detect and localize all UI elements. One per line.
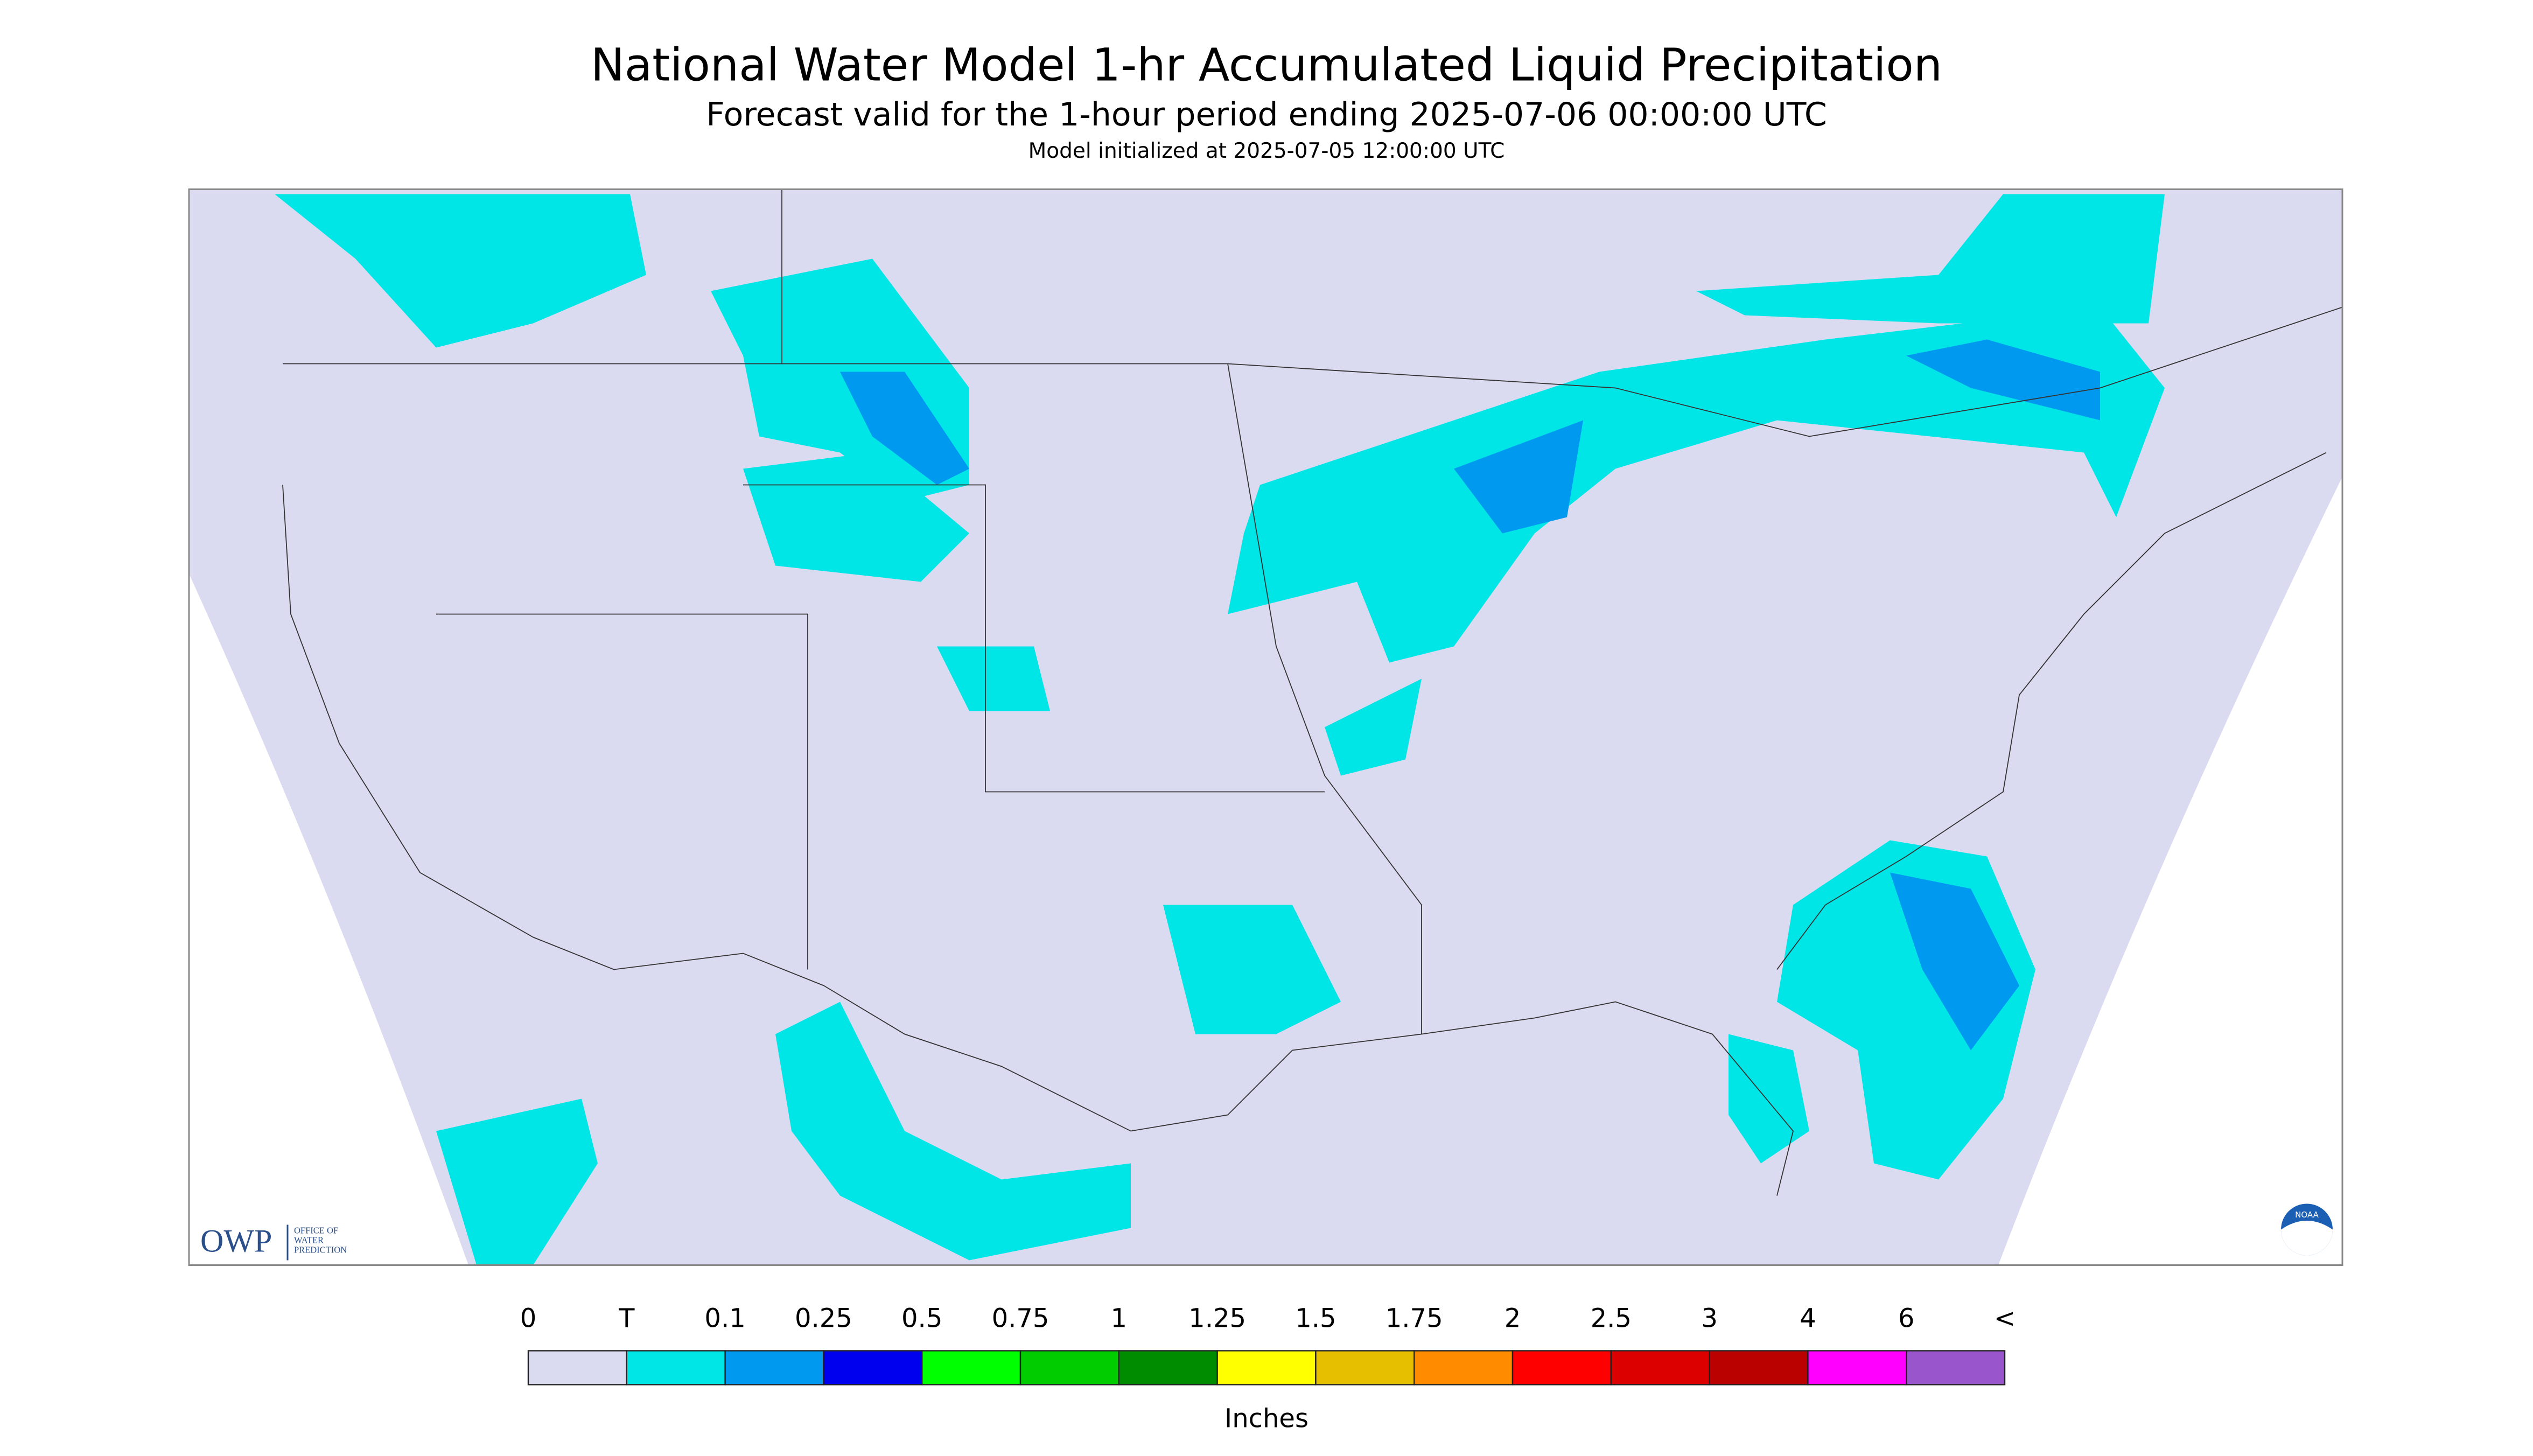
owp-logo: OWP <box>200 1223 272 1258</box>
precip-areas <box>275 194 2165 1265</box>
legend-swatch <box>1315 1350 1415 1385</box>
legend-swatch <box>921 1350 1021 1385</box>
projection-edge <box>189 573 468 1265</box>
projection-edge <box>1998 477 2342 1265</box>
legend-swatch <box>1414 1350 1514 1385</box>
legend-label: 0 <box>520 1304 537 1334</box>
noaa-text: NOAA <box>2295 1210 2319 1220</box>
legend-swatch <box>1512 1350 1612 1385</box>
legend-swatch <box>527 1350 628 1385</box>
legend-label: 3 <box>1701 1304 1718 1334</box>
legend-label: 0.75 <box>992 1304 1049 1334</box>
legend-swatch <box>1807 1350 1907 1385</box>
legend-label: 1 <box>1111 1304 1128 1334</box>
legend-swatch <box>626 1350 726 1385</box>
legend-swatch <box>823 1350 923 1385</box>
legend-label: 1.75 <box>1386 1304 1443 1334</box>
title: National Water Model 1-hr Accumulated Li… <box>591 38 1942 91</box>
owp-text-line: WATER <box>294 1235 324 1245</box>
legend-label: 1.25 <box>1188 1304 1246 1334</box>
owp-text-line: OFFICE OF <box>294 1225 338 1235</box>
legend-swatch <box>724 1350 824 1385</box>
legend-label: 2 <box>1505 1304 1521 1334</box>
legend-swatch <box>1709 1350 1809 1385</box>
legend-label: < <box>1994 1304 2016 1334</box>
legend-label: T <box>618 1304 635 1334</box>
legend-unit: Inches <box>1224 1404 1309 1434</box>
map-frame <box>188 188 2343 1266</box>
subtitle: Forecast valid for the 1-hour period end… <box>706 96 1827 134</box>
legend-swatch <box>1905 1350 2006 1385</box>
owp-text-line: PREDICTION <box>294 1244 347 1255</box>
init-time: Model initialized at 2025-07-05 12:00:00… <box>1028 139 1505 163</box>
precip-areas <box>840 339 2100 1051</box>
noaa-logo-wave <box>2281 1221 2333 1256</box>
legend-label: 0.5 <box>901 1304 942 1334</box>
legend-label: 0.1 <box>704 1304 745 1334</box>
legend-label: 4 <box>1800 1304 1816 1334</box>
legend: 0 T 0.1 0.25 0.5 0.75 1 1.25 1.5 1.75 2 2.5 3 4 6 < <box>520 1304 2016 1385</box>
legend-label: 2.5 <box>1591 1304 1632 1334</box>
boundaries <box>282 189 2343 1196</box>
legend-swatch <box>1610 1350 1710 1385</box>
legend-label: 0.25 <box>795 1304 852 1334</box>
legend-swatch <box>1019 1350 1120 1385</box>
legend-swatch <box>1118 1350 1218 1385</box>
legend-swatch <box>1216 1350 1317 1385</box>
legend-label: 6 <box>1898 1304 1915 1334</box>
legend-label: 1.5 <box>1295 1304 1336 1334</box>
